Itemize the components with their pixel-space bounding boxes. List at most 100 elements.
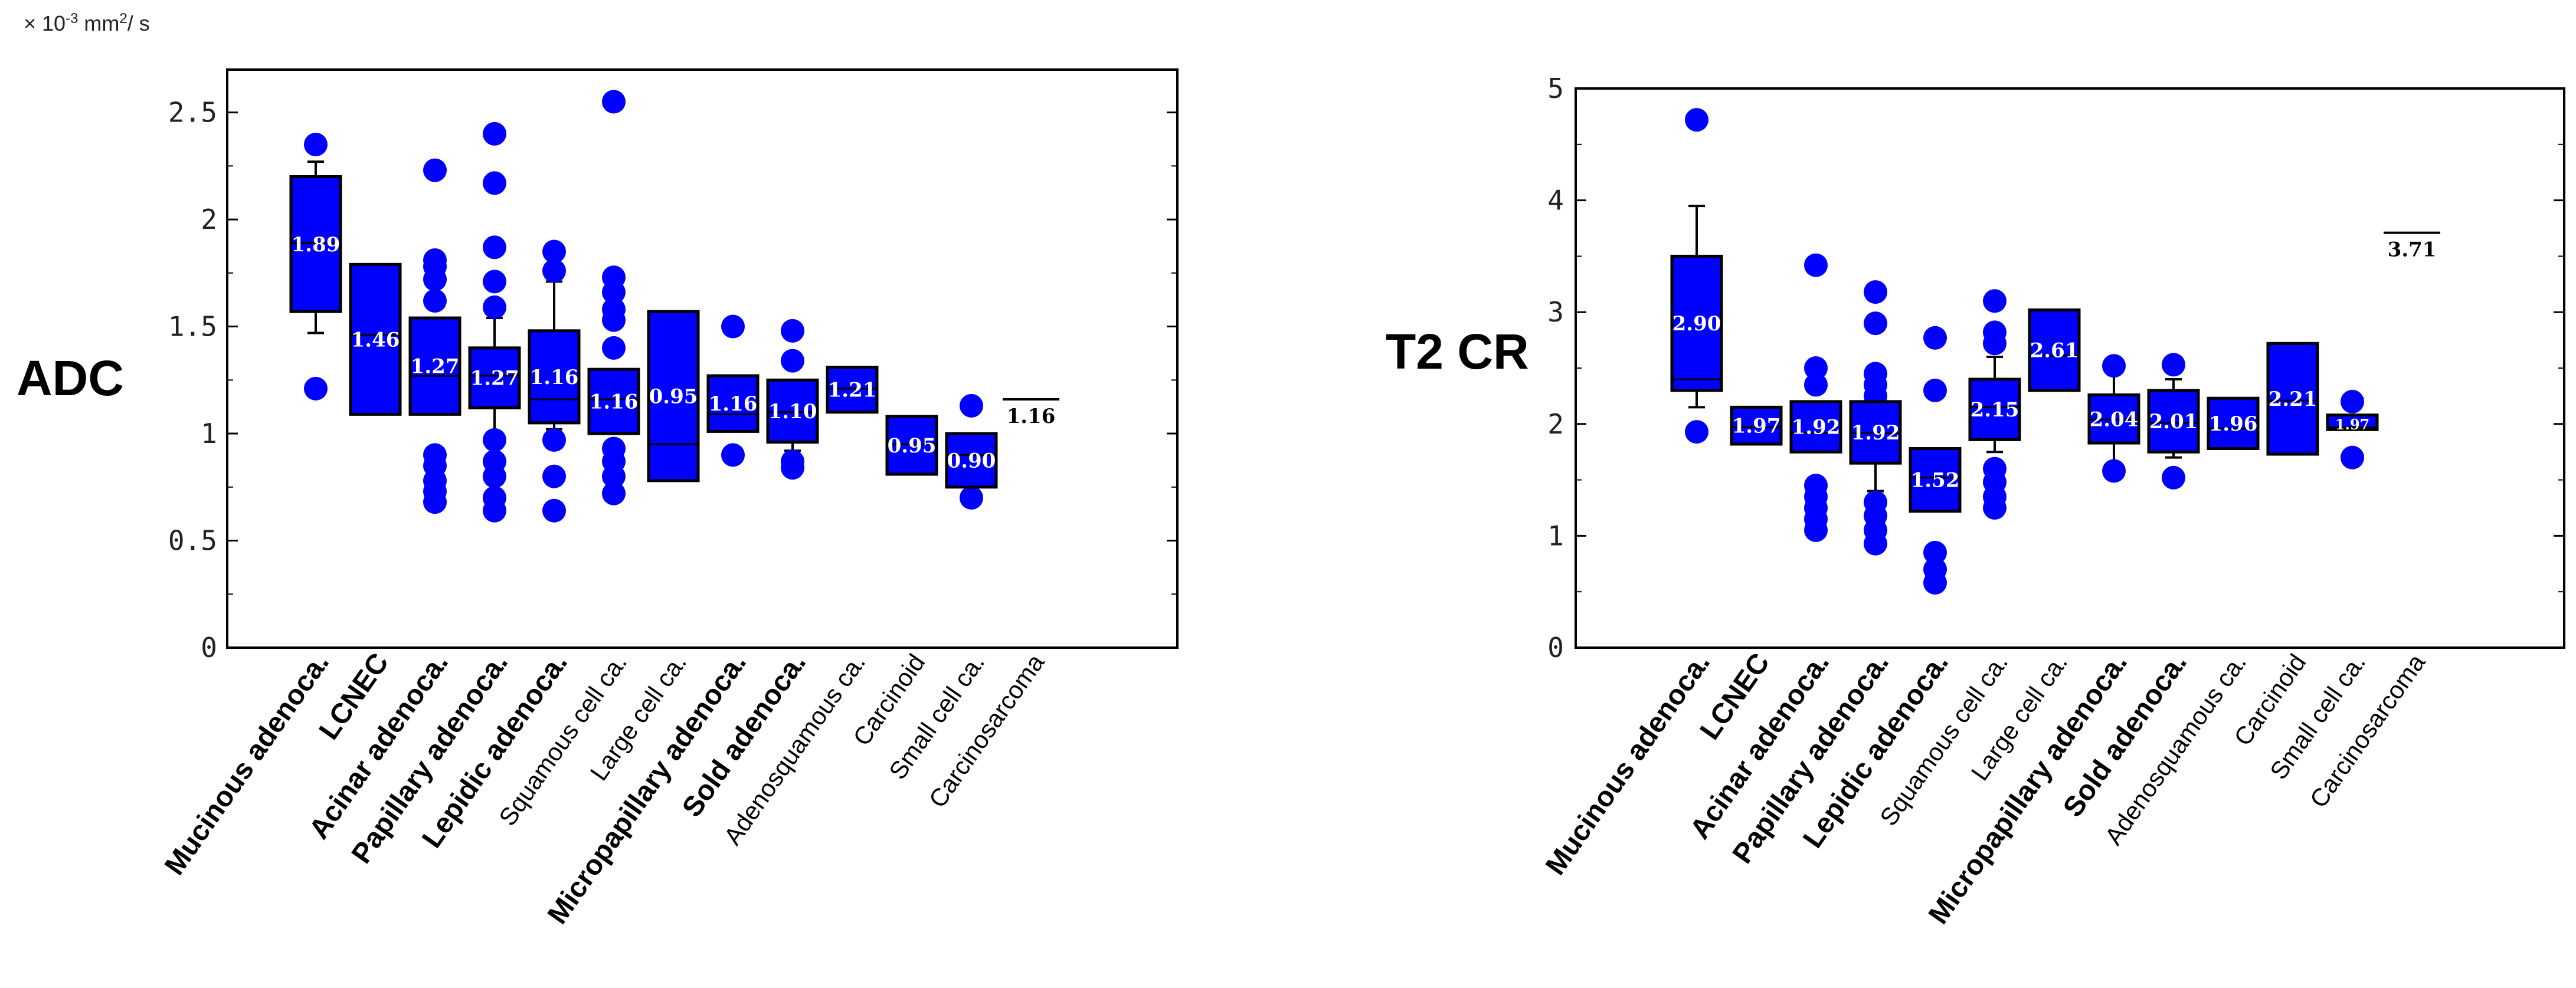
outlier-point bbox=[483, 485, 506, 510]
box-value-label: 1.52 bbox=[1911, 469, 1960, 493]
y-tick-label: 0 bbox=[201, 632, 217, 664]
outlier-point bbox=[1923, 540, 1947, 564]
outlier-point bbox=[2162, 353, 2185, 377]
outlier-point bbox=[542, 239, 566, 264]
outlier-point bbox=[1804, 474, 1828, 498]
adc-chart: 0 0.5 1 1.5 2 2.5 ADC 1.89 1.46 1.27 1.27 1.16 1.16 0… bbox=[17, 68, 1179, 930]
outlier-point bbox=[602, 481, 626, 506]
y-axis-label: T2 CR bbox=[1386, 324, 1529, 379]
y-tick-label: 2.5 bbox=[168, 97, 217, 129]
outlier-point bbox=[1804, 373, 1828, 397]
iqr-box bbox=[1968, 378, 2021, 441]
box-value-label: 0.95 bbox=[649, 385, 698, 409]
iqr-box bbox=[2147, 389, 2200, 454]
outlier-point bbox=[1864, 311, 1887, 336]
box-value-label: 1.96 bbox=[2209, 412, 2258, 436]
t2cr-chart: 0 1 2 3 4 5 T2 CR 2.90 1.97 1.92 1.92 1.52 2.15 2.61 2… bbox=[1386, 73, 2565, 930]
box-value-label: 2.90 bbox=[1672, 312, 1721, 336]
outlier-point bbox=[1685, 108, 1708, 132]
outlier-point bbox=[1804, 253, 1828, 277]
outlier-point bbox=[602, 336, 626, 360]
outlier-point bbox=[781, 349, 804, 373]
y-tick-label: 2 bbox=[1547, 408, 1564, 440]
outlier-point bbox=[721, 443, 745, 467]
outlier-point bbox=[960, 485, 983, 510]
box-value-label: 1.10 bbox=[768, 400, 817, 424]
box-value-label: 0.90 bbox=[947, 449, 996, 472]
outlier-point bbox=[2162, 465, 2185, 490]
box-value-label: 3.71 bbox=[2388, 238, 2437, 262]
box-value-label: 1.27 bbox=[411, 355, 460, 379]
outlier-point bbox=[1923, 557, 1947, 582]
box-value-label: 1.16 bbox=[709, 392, 758, 416]
outlier-point bbox=[602, 297, 626, 321]
y-tick-label: 4 bbox=[1547, 185, 1564, 216]
outlier-point bbox=[1685, 420, 1708, 444]
iqr-box bbox=[1909, 447, 1962, 513]
outlier-point bbox=[423, 289, 447, 313]
iqr-box bbox=[826, 366, 879, 414]
box-value-label: 1.21 bbox=[828, 379, 877, 402]
iqr-box bbox=[468, 346, 521, 409]
y-tick-label: 5 bbox=[1547, 73, 1564, 104]
outlier-point bbox=[2341, 389, 2364, 413]
iqr-box bbox=[528, 329, 581, 425]
box-value-label: 2.04 bbox=[2090, 408, 2139, 431]
iqr-box bbox=[408, 316, 461, 416]
iqr-box bbox=[1730, 405, 1783, 446]
box-value-label: 1.92 bbox=[1792, 416, 1841, 439]
box-value-label: 1.97 bbox=[2335, 416, 2369, 433]
outlier-point bbox=[1983, 457, 2007, 481]
outlier-point bbox=[542, 259, 566, 283]
outlier-point bbox=[1864, 280, 1887, 304]
y-tick-label: 1 bbox=[201, 418, 217, 449]
x-category-label: Mucinous adenoca. bbox=[1540, 648, 1716, 881]
box-value-label: 1.92 bbox=[1851, 421, 1900, 445]
y-tick-label: 3 bbox=[1547, 296, 1564, 328]
box-value-label: 1.46 bbox=[351, 328, 400, 352]
outlier-point bbox=[542, 428, 566, 452]
outlier-point bbox=[1864, 362, 1887, 386]
outlier-point bbox=[483, 270, 506, 294]
outlier-point bbox=[1923, 326, 1947, 350]
outlier-point bbox=[1864, 490, 1887, 514]
box-value-label: 2.61 bbox=[2030, 339, 2079, 363]
outlier-point bbox=[483, 235, 506, 260]
outlier-point bbox=[781, 449, 804, 474]
unit-label: × 10-3 mm2/ s bbox=[24, 11, 150, 35]
iqr-box bbox=[885, 415, 938, 476]
outlier-point bbox=[1923, 378, 1947, 402]
outlier-point bbox=[1983, 289, 2007, 313]
plot-frame bbox=[226, 68, 1179, 649]
iqr-box bbox=[766, 378, 819, 444]
outlier-point bbox=[2102, 459, 2126, 483]
iqr-box bbox=[289, 175, 342, 313]
iqr-box bbox=[2207, 396, 2260, 451]
outlier-point bbox=[542, 498, 566, 523]
box-value-label: 1.97 bbox=[1732, 415, 1781, 438]
x-category-label: Mucinous adenoca. bbox=[159, 648, 335, 881]
iqr-box bbox=[349, 262, 402, 416]
iqr-box bbox=[647, 310, 700, 482]
outlier-point bbox=[542, 464, 566, 488]
outlier-point bbox=[423, 158, 447, 182]
outlier-point bbox=[483, 171, 506, 195]
box-value-label: 1.16 bbox=[1007, 405, 1056, 428]
y-tick-label: 1.5 bbox=[168, 311, 217, 343]
outlier-point bbox=[483, 122, 506, 146]
iqr-box bbox=[2266, 342, 2319, 456]
y-tick-label: 0.5 bbox=[168, 525, 217, 557]
outlier-point bbox=[423, 443, 447, 467]
box-value-label: 1.89 bbox=[292, 233, 341, 257]
outlier-point bbox=[304, 133, 328, 157]
outlier-point bbox=[2341, 445, 2364, 470]
outlier-point bbox=[721, 314, 745, 339]
box-value-label: 2.15 bbox=[1971, 398, 2019, 422]
y-axis-label: ADC bbox=[17, 350, 124, 406]
box-value-label: 2.21 bbox=[2269, 388, 2318, 411]
iqr-box bbox=[1789, 400, 1842, 454]
iqr-box bbox=[1670, 254, 1723, 392]
outlier-point bbox=[1804, 356, 1828, 380]
outlier-point bbox=[960, 393, 983, 418]
